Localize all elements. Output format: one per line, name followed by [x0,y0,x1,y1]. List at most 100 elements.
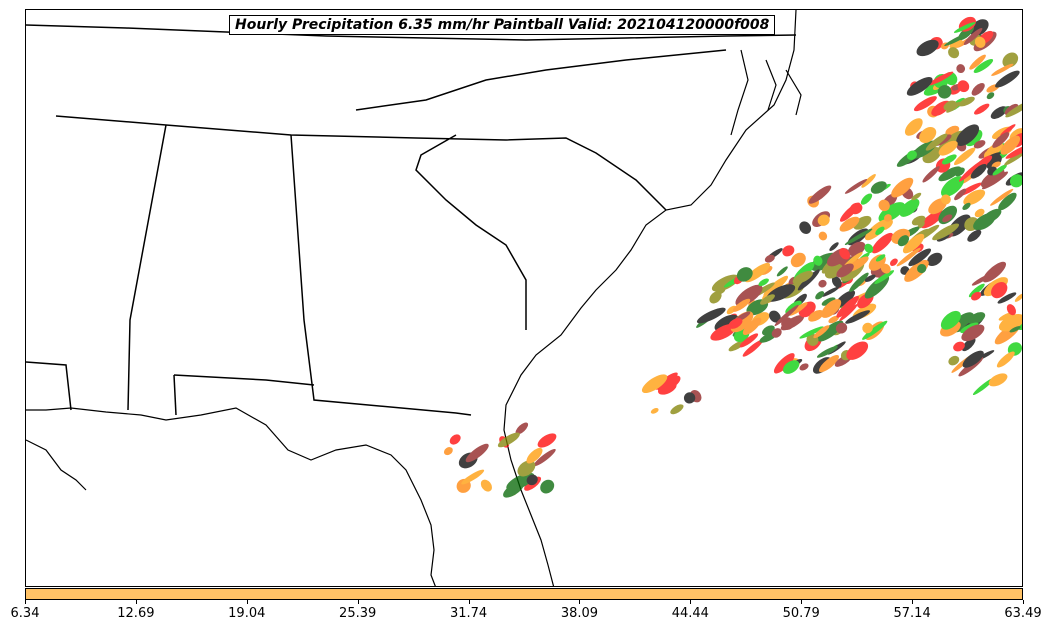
paintball-blob [948,355,960,366]
paintball-blob [670,404,684,415]
paintball-blob [922,166,940,183]
paintball-blob [958,96,975,107]
paintball-blob [878,199,890,212]
paintball-blob [958,160,983,182]
paintball-blob [962,350,984,368]
colorbar-tick-label: 44.44 [671,606,709,621]
paintball-blob [996,351,1015,368]
paintball-blob [968,312,986,325]
colorbar-tick [801,600,803,604]
paintball-blob [911,215,926,226]
paintball-blob [962,202,971,210]
paintball-blob [641,374,668,394]
paintball-blob [517,460,536,477]
paintball-blob [774,304,799,327]
paintball-blob [537,433,557,448]
paintball-blob [782,360,800,374]
colorbar [25,588,1023,600]
paintball-blob [836,295,860,318]
paintball-blob [714,287,726,295]
paintball-blob [818,279,827,288]
paintball-blob [862,320,888,340]
paintball-blob [849,272,869,292]
paintball-blob [911,192,922,201]
paintball-blob [902,233,925,254]
paintball-blob [992,132,1010,148]
paintball-blob [899,198,920,217]
paintball-blob [736,267,753,282]
paintball-blob [1009,326,1021,333]
paintball-blob [864,275,890,299]
paintball-blob [968,283,985,298]
paintball-blob [828,315,839,324]
paintball-blob [797,269,820,291]
paintball-blob [963,189,986,206]
paintball-blob [992,164,1007,176]
paintball-blob [938,140,958,156]
paintball-blob [889,258,898,266]
paintball-blob [1005,100,1022,118]
paintball-blob [864,243,874,254]
paintball-blob [920,210,944,229]
paintball-blob [974,208,985,218]
paintball-blob [728,340,746,352]
paintball-blob [726,305,737,315]
paintball-blob [953,147,976,166]
colorbar-tick-label: 38.09 [560,606,599,621]
paintball-blob [990,188,1014,206]
paintball-blob [860,193,873,205]
colorbar-tick [690,600,692,604]
paintball-blob [515,422,529,435]
paintball-blob [861,174,876,188]
paintball-blob [973,213,996,231]
paintball-blob [997,292,1017,304]
paintball-blob [773,353,795,374]
paintball-blob [908,248,932,267]
paintball-blob [808,185,832,204]
paintball-blob [963,28,983,45]
paintball-blob [742,339,763,357]
colorbar-tick-label: 50.79 [782,606,820,621]
paintball-blob [839,247,851,260]
colorbar-tick [912,600,914,604]
paintball-blob [657,375,681,392]
paintball-blob [739,333,759,348]
paintball-blob [711,274,740,292]
paintball-blob [821,299,842,318]
paintball-blob [799,221,812,234]
paintball-blob [956,124,980,146]
paintball-blob [821,297,836,306]
paintball-blob [942,214,953,223]
paintball-blob [839,304,858,322]
paintball-blobs [443,16,1022,498]
paintball-blob [925,133,948,151]
paintball-blob [897,235,910,247]
paintball-blob [891,177,914,198]
paintball-blob [497,432,520,448]
paintball-blob [864,274,876,282]
paintball-blob [782,245,795,257]
paintball-blob [461,469,485,485]
paintball-blob [846,341,869,360]
colorbar-tick-label: 31.74 [449,606,488,621]
paintball-blob [917,264,927,274]
colorbar-tick [246,600,248,604]
paintball-blob [769,310,781,323]
paintball-blob [944,31,973,47]
paintball-blob [974,103,990,115]
paintball-blob [940,194,951,205]
colorbar-tick [468,600,470,604]
paintball-blob [948,47,960,59]
paintball-blob [916,39,939,57]
paintball-blob [938,166,962,182]
paintball-blob [913,96,937,112]
paintball-blob [808,309,824,322]
paintball-blob [1000,135,1021,155]
paintball-blob [884,214,892,222]
paintball-blob [941,154,957,165]
paintball-blob [816,346,838,358]
paintball-blob [758,278,769,287]
paintball-blob [990,106,1008,119]
coastlines [26,10,802,586]
colorbar-tick [357,600,359,604]
